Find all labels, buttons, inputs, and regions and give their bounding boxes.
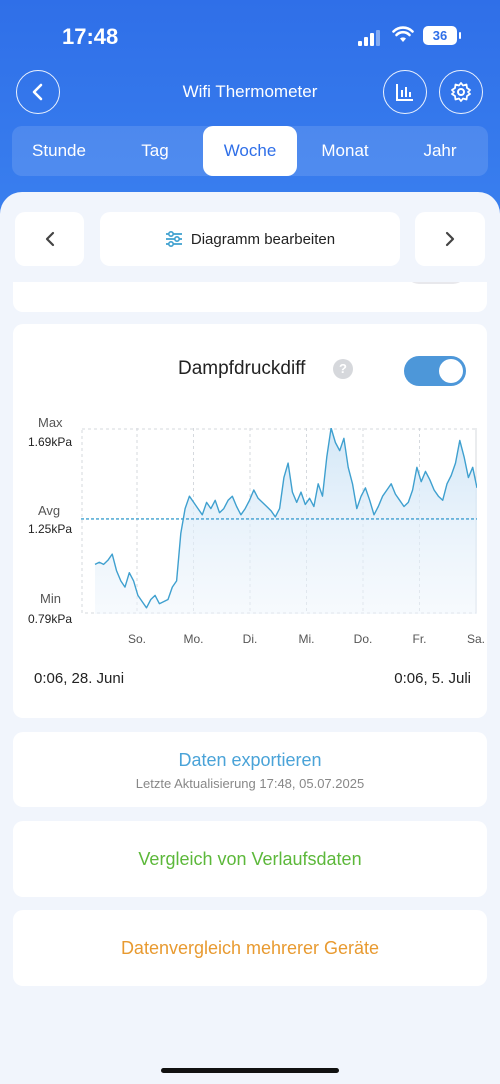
scroll-mask (0, 266, 500, 282)
y-avg-value: 1.25kPa (28, 522, 73, 536)
chart-button[interactable] (383, 70, 427, 114)
cellular-signal-icon (358, 30, 380, 46)
y-min-label: Min (40, 591, 61, 606)
settings-button[interactable] (439, 70, 483, 114)
x-tick-label: Fr. (412, 632, 427, 646)
tab-monat[interactable]: Monat (321, 141, 369, 160)
nav-bar: Wifi Thermometer (0, 70, 500, 114)
multi-device-card[interactable]: Datenvergleich mehrerer Geräte (13, 910, 487, 986)
y-avg-label: Avg (38, 503, 61, 518)
back-button[interactable] (16, 70, 60, 114)
chevron-right-icon (445, 231, 455, 247)
status-time: 17:48 (62, 24, 119, 49)
page-title: Wifi Thermometer (182, 82, 318, 101)
bar-chart-icon (396, 84, 413, 101)
export-data-button[interactable]: Daten exportieren (178, 750, 322, 770)
chart-visibility-toggle[interactable] (404, 356, 466, 386)
edit-chart-button[interactable]: Diagramm bearbeiten (100, 212, 400, 266)
y-max-value: 1.69kPa (28, 435, 73, 449)
next-period-button[interactable] (415, 212, 485, 266)
tab-woche[interactable]: Woche (203, 126, 297, 176)
x-tick-label: So. (127, 632, 147, 646)
previous-period-button[interactable] (15, 212, 84, 266)
toggle-knob (439, 359, 463, 383)
range-start: 0:06, 28. Juni (34, 670, 125, 687)
header-background (0, 0, 500, 230)
series-area (95, 428, 477, 614)
gear-icon (451, 82, 471, 102)
history-compare-button[interactable]: Vergleich von Verlaufsdaten (138, 849, 362, 869)
series-line (94, 428, 477, 609)
chevron-left-icon (32, 83, 43, 101)
tab-jahr[interactable]: Jahr (423, 141, 457, 160)
battery-icon: 36 (423, 26, 461, 45)
sliders-icon (165, 230, 182, 248)
multi-device-compare-button[interactable]: Datenvergleich mehrerer Geräte (120, 938, 380, 958)
export-card[interactable]: Daten exportieren Letzte Aktualisierung … (13, 732, 487, 807)
vpd-chart-card: Dampfdruckdiff ? Max 1.69kPa Avg 1.25kPa… (13, 324, 487, 718)
range-end: 0:06, 5. Juli (394, 670, 471, 687)
x-tick-label: Mi. (298, 632, 315, 646)
y-max-label: Max (38, 415, 63, 430)
history-compare-card[interactable]: Vergleich von Verlaufsdaten (13, 821, 487, 897)
x-tick-label: Mo. (183, 632, 204, 646)
x-tick-label: Do. (353, 632, 373, 646)
chevron-left-icon (45, 231, 54, 247)
tab-stunde[interactable]: Stunde (32, 141, 86, 160)
edit-chart-label: Diagramm bearbeiten (190, 230, 336, 248)
help-icon[interactable]: ? (333, 359, 353, 379)
vpd-chart (81, 428, 477, 614)
last-updated: Letzte Aktualisierung 17:48, 05.07.2025 (135, 776, 365, 791)
chart-title: Dampfdruckdiff (178, 358, 306, 379)
x-tick-label: Sa. (466, 632, 486, 646)
home-indicator (161, 1068, 339, 1073)
status-bar: 17:48 36 (0, 22, 500, 52)
period-tabs: Stunde Tag Woche Monat Jahr (12, 126, 488, 176)
wifi-icon (392, 26, 414, 42)
x-tick-label: Di. (242, 632, 258, 646)
tab-tag[interactable]: Tag (141, 141, 169, 160)
y-min-value: 0.79kPa (28, 612, 73, 626)
